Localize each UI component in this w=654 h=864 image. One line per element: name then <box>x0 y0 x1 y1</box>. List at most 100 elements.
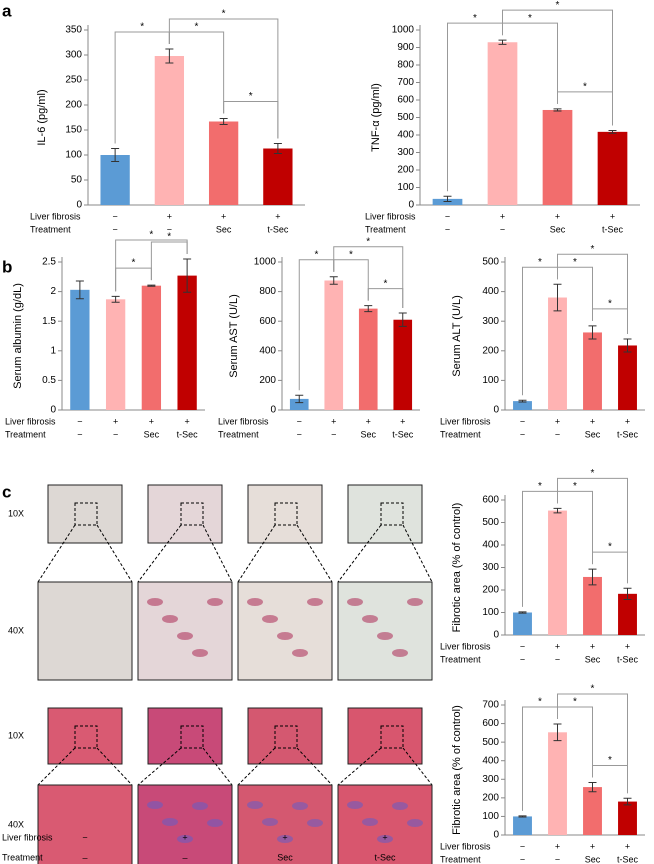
tissue-feature <box>177 632 193 640</box>
y-tick-label: 50 <box>71 175 83 186</box>
significance-label: * <box>195 22 199 33</box>
x-tick-label: + <box>590 416 595 426</box>
y-tick-label: 0 <box>493 405 499 416</box>
x-tick-label: Sec <box>585 429 601 439</box>
x-tick-label: + <box>625 841 630 851</box>
significance-bracket <box>115 239 188 292</box>
row-label: Treatment <box>2 852 43 862</box>
row-label: Liver fibrosis <box>440 641 491 651</box>
bar <box>177 275 197 410</box>
bar <box>105 299 126 410</box>
bar <box>393 319 413 410</box>
x-tick-label: + <box>275 211 280 221</box>
zoom-line <box>337 747 382 786</box>
tissue-feature <box>247 801 263 809</box>
tissue-feature <box>247 598 263 606</box>
x-tick-label: t-Sec <box>267 224 289 234</box>
error-bar <box>273 143 282 154</box>
error-bar <box>623 797 632 806</box>
micrograph-40x <box>237 581 333 681</box>
x-tick-label: t-Sec <box>617 854 639 864</box>
zoom-line <box>37 747 76 786</box>
row-label: Treatment <box>440 854 481 864</box>
x-tick-label: + <box>590 641 595 651</box>
x-tick-label: − <box>77 429 82 439</box>
significance-label: * <box>538 697 542 708</box>
tissue-feature <box>162 615 178 623</box>
y-axis-label: Serum AST (U/L) <box>228 294 240 378</box>
y-tick-label: 0 <box>493 830 499 841</box>
bar <box>208 121 239 205</box>
x-tick-label: − <box>112 211 117 221</box>
error-bar <box>623 587 632 600</box>
row-label: Liver fibrosis <box>5 416 56 426</box>
tissue-feature <box>177 835 193 843</box>
panel-label: b <box>2 257 12 276</box>
y-tick-label: 0 <box>493 630 499 641</box>
x-tick-label: − <box>112 224 117 234</box>
y-tick-label: 300 <box>482 316 499 327</box>
x-tick-label: − <box>500 224 505 234</box>
y-tick-label: 800 <box>397 60 414 71</box>
x-tick-label: − <box>520 416 525 426</box>
micrograph-10x <box>147 484 223 544</box>
significance-label: * <box>140 22 144 33</box>
y-tick-label: 400 <box>482 540 499 551</box>
bar <box>513 612 532 635</box>
bar <box>358 308 378 410</box>
zoom-box <box>180 725 204 749</box>
tissue-feature <box>292 649 308 657</box>
zoom-box <box>274 725 298 749</box>
significance-bracket <box>592 308 628 334</box>
error-bar <box>588 568 597 586</box>
tissue-feature <box>392 649 408 657</box>
significance-label: * <box>573 257 577 268</box>
y-tick-label: 100 <box>482 607 499 618</box>
micrograph-40x <box>337 581 433 681</box>
bar <box>70 289 90 410</box>
tissue-feature <box>192 649 208 657</box>
y-tick-label: 300 <box>482 562 499 573</box>
significance-label: * <box>349 249 353 260</box>
zoom-line <box>137 524 182 583</box>
error-bar <box>553 507 562 514</box>
x-tick-label: + <box>610 211 615 221</box>
x-tick-label: − <box>331 429 336 439</box>
x-tick-label: Sec <box>216 224 232 234</box>
error-bar <box>219 118 228 125</box>
y-tick-label: 300 <box>482 774 499 785</box>
y-axis-label: Fibrotic area (% of control) <box>451 705 463 835</box>
x-tick-label: − <box>520 429 525 439</box>
condition-label: – <box>182 852 187 862</box>
x-tick-label: − <box>555 429 560 439</box>
y-tick-label: 250 <box>65 75 82 86</box>
micrograph-10x <box>247 707 323 765</box>
y-tick-label: 700 <box>482 700 499 711</box>
y-tick-label: 1000 <box>254 257 277 268</box>
y-tick-label: 0 <box>408 200 414 211</box>
y-tick-label: 0 <box>270 405 276 416</box>
zoom-line <box>37 524 76 583</box>
x-tick-label: + <box>400 416 405 426</box>
x-tick-label: t-Sec <box>617 429 639 439</box>
micrograph-10x <box>47 484 123 544</box>
micrograph-10x <box>347 707 423 765</box>
bar <box>513 816 532 835</box>
y-tick-label: 150 <box>65 125 82 136</box>
y-tick-label: 100 <box>482 811 499 822</box>
error-bar <box>165 48 174 64</box>
bar <box>618 801 637 835</box>
zoom-line <box>296 524 333 583</box>
x-tick-label: + <box>184 416 189 426</box>
y-tick-label: 600 <box>397 95 414 106</box>
significance-label: * <box>608 299 612 310</box>
zoom-line <box>137 747 182 786</box>
tissue-feature <box>277 632 293 640</box>
row-label: Liver fibrosis <box>2 832 53 842</box>
zoom-line <box>202 524 233 583</box>
panel-label: a <box>2 1 12 20</box>
x-tick-label: Sec <box>585 654 601 664</box>
y-tick-label: 200 <box>482 585 499 596</box>
y-tick-label: 200 <box>482 345 499 356</box>
